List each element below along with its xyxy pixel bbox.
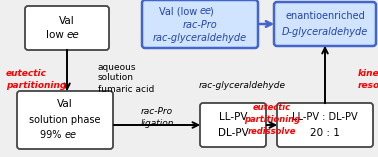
Text: ee: ee: [200, 6, 212, 16]
Text: ligation: ligation: [140, 119, 174, 127]
Text: ee: ee: [67, 30, 80, 40]
Text: solution: solution: [98, 73, 134, 82]
Text: kinetic: kinetic: [358, 68, 378, 78]
Text: 99%: 99%: [40, 130, 65, 140]
Text: enantioenriched: enantioenriched: [285, 11, 365, 21]
Text: redissolve: redissolve: [248, 127, 296, 135]
Text: eutectic: eutectic: [6, 68, 47, 78]
Text: Val (low: Val (low: [159, 6, 200, 16]
Text: ee: ee: [65, 130, 77, 140]
Text: fumaric acid: fumaric acid: [98, 84, 154, 94]
Text: ): ): [209, 6, 213, 16]
Text: rac-glyceraldehyde: rac-glyceraldehyde: [198, 81, 285, 90]
Text: Val: Val: [57, 99, 73, 109]
FancyBboxPatch shape: [200, 103, 266, 147]
Text: low: low: [46, 30, 67, 40]
Text: rac-glyceraldehyde: rac-glyceraldehyde: [153, 33, 247, 43]
Text: D-glyceraldehyde: D-glyceraldehyde: [282, 27, 368, 37]
Text: rac-Pro: rac-Pro: [141, 108, 173, 116]
Text: solution phase: solution phase: [29, 115, 101, 125]
Text: LL-PV: LL-PV: [219, 112, 247, 122]
FancyBboxPatch shape: [277, 103, 373, 147]
Text: resolution: resolution: [358, 81, 378, 89]
FancyBboxPatch shape: [142, 0, 258, 48]
Text: rac-Pro: rac-Pro: [183, 20, 217, 30]
Text: Val: Val: [59, 16, 75, 26]
Text: LL-PV : DL-PV: LL-PV : DL-PV: [292, 112, 358, 122]
Text: partitioning: partitioning: [244, 114, 300, 124]
Text: aqueous: aqueous: [98, 62, 136, 71]
FancyBboxPatch shape: [274, 2, 376, 46]
FancyBboxPatch shape: [25, 6, 109, 50]
Text: DL-PV: DL-PV: [218, 128, 248, 138]
Text: 20 : 1: 20 : 1: [310, 128, 340, 138]
Text: eutectic: eutectic: [253, 103, 291, 113]
Text: partitioning: partitioning: [6, 81, 67, 89]
FancyBboxPatch shape: [17, 91, 113, 149]
